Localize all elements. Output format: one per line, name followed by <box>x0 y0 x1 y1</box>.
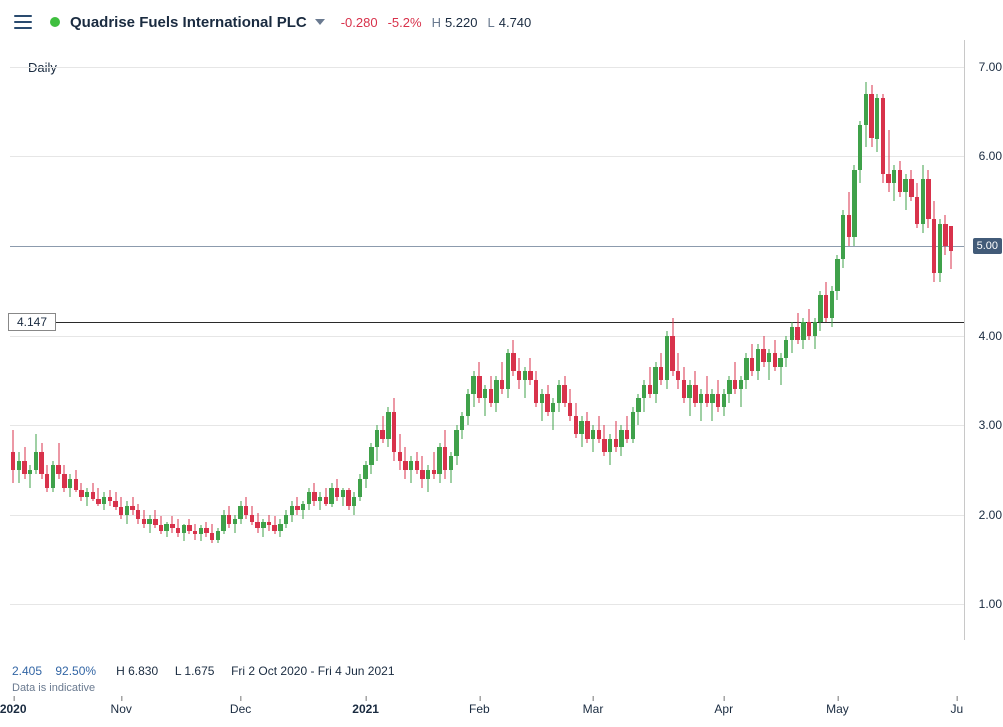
range-low-label: L <box>175 664 181 678</box>
x-axis: 2020NovDec2021FebMarAprMayJu <box>10 702 965 720</box>
high-label: H <box>432 15 441 30</box>
x-tick-label: 2021 <box>352 702 379 716</box>
chart-header: Quadrise Fuels International PLC -0.280 … <box>14 10 989 34</box>
y-tick-label: 1.00 <box>979 597 1002 611</box>
status-dot-icon <box>50 17 60 27</box>
menu-icon[interactable] <box>14 15 32 29</box>
high-value: 5.220 <box>445 15 478 30</box>
x-tick-label: Mar <box>583 702 604 716</box>
current-price-badge: 5.00 <box>973 238 1002 254</box>
y-tick-label: 3.00 <box>979 418 1002 432</box>
reference-badge: 4.147 <box>8 313 56 331</box>
current-price-line <box>10 246 964 247</box>
reference-line <box>10 322 964 323</box>
range-high: 6.830 <box>128 664 158 678</box>
low-value: 4.740 <box>499 15 532 30</box>
change-percent: -5.2% <box>388 15 422 30</box>
x-tick-label: Nov <box>111 702 132 716</box>
x-tick-label: 2020 <box>0 702 27 716</box>
y-tick-label: 2.00 <box>979 508 1002 522</box>
instrument-name[interactable]: Quadrise Fuels International PLC <box>70 14 307 31</box>
x-tick-label: Dec <box>230 702 251 716</box>
footer-note: Data is indicative <box>12 682 95 694</box>
gridline <box>10 67 964 68</box>
y-tick-label: 7.00 <box>979 60 1002 74</box>
gridline <box>10 425 964 426</box>
range-high-label: H <box>116 664 125 678</box>
gridline <box>10 156 964 157</box>
footer-val1: 2.405 <box>12 664 42 678</box>
x-tick-label: Feb <box>469 702 490 716</box>
y-tick-label: 6.00 <box>979 149 1002 163</box>
dropdown-chevron-icon[interactable] <box>315 19 325 25</box>
gridline <box>10 515 964 516</box>
low-label: L <box>488 15 495 30</box>
gridline <box>10 604 964 605</box>
x-tick-label: May <box>826 702 849 716</box>
range-low: 1.675 <box>184 664 214 678</box>
price-chart[interactable]: 1.002.003.004.005.006.007.004.1475.00 <box>10 40 965 640</box>
x-tick-label: Apr <box>714 702 733 716</box>
x-tick-label: Ju <box>950 702 963 716</box>
change-absolute: -0.280 <box>341 15 378 30</box>
footer-stats: 2.405 92.50% H 6.830 L 1.675 Fri 2 Oct 2… <box>12 664 395 678</box>
date-range: Fri 2 Oct 2020 - Fri 4 Jun 2021 <box>231 664 394 678</box>
footer-val2: 92.50% <box>55 664 96 678</box>
y-tick-label: 4.00 <box>979 329 1002 343</box>
gridline <box>10 336 964 337</box>
